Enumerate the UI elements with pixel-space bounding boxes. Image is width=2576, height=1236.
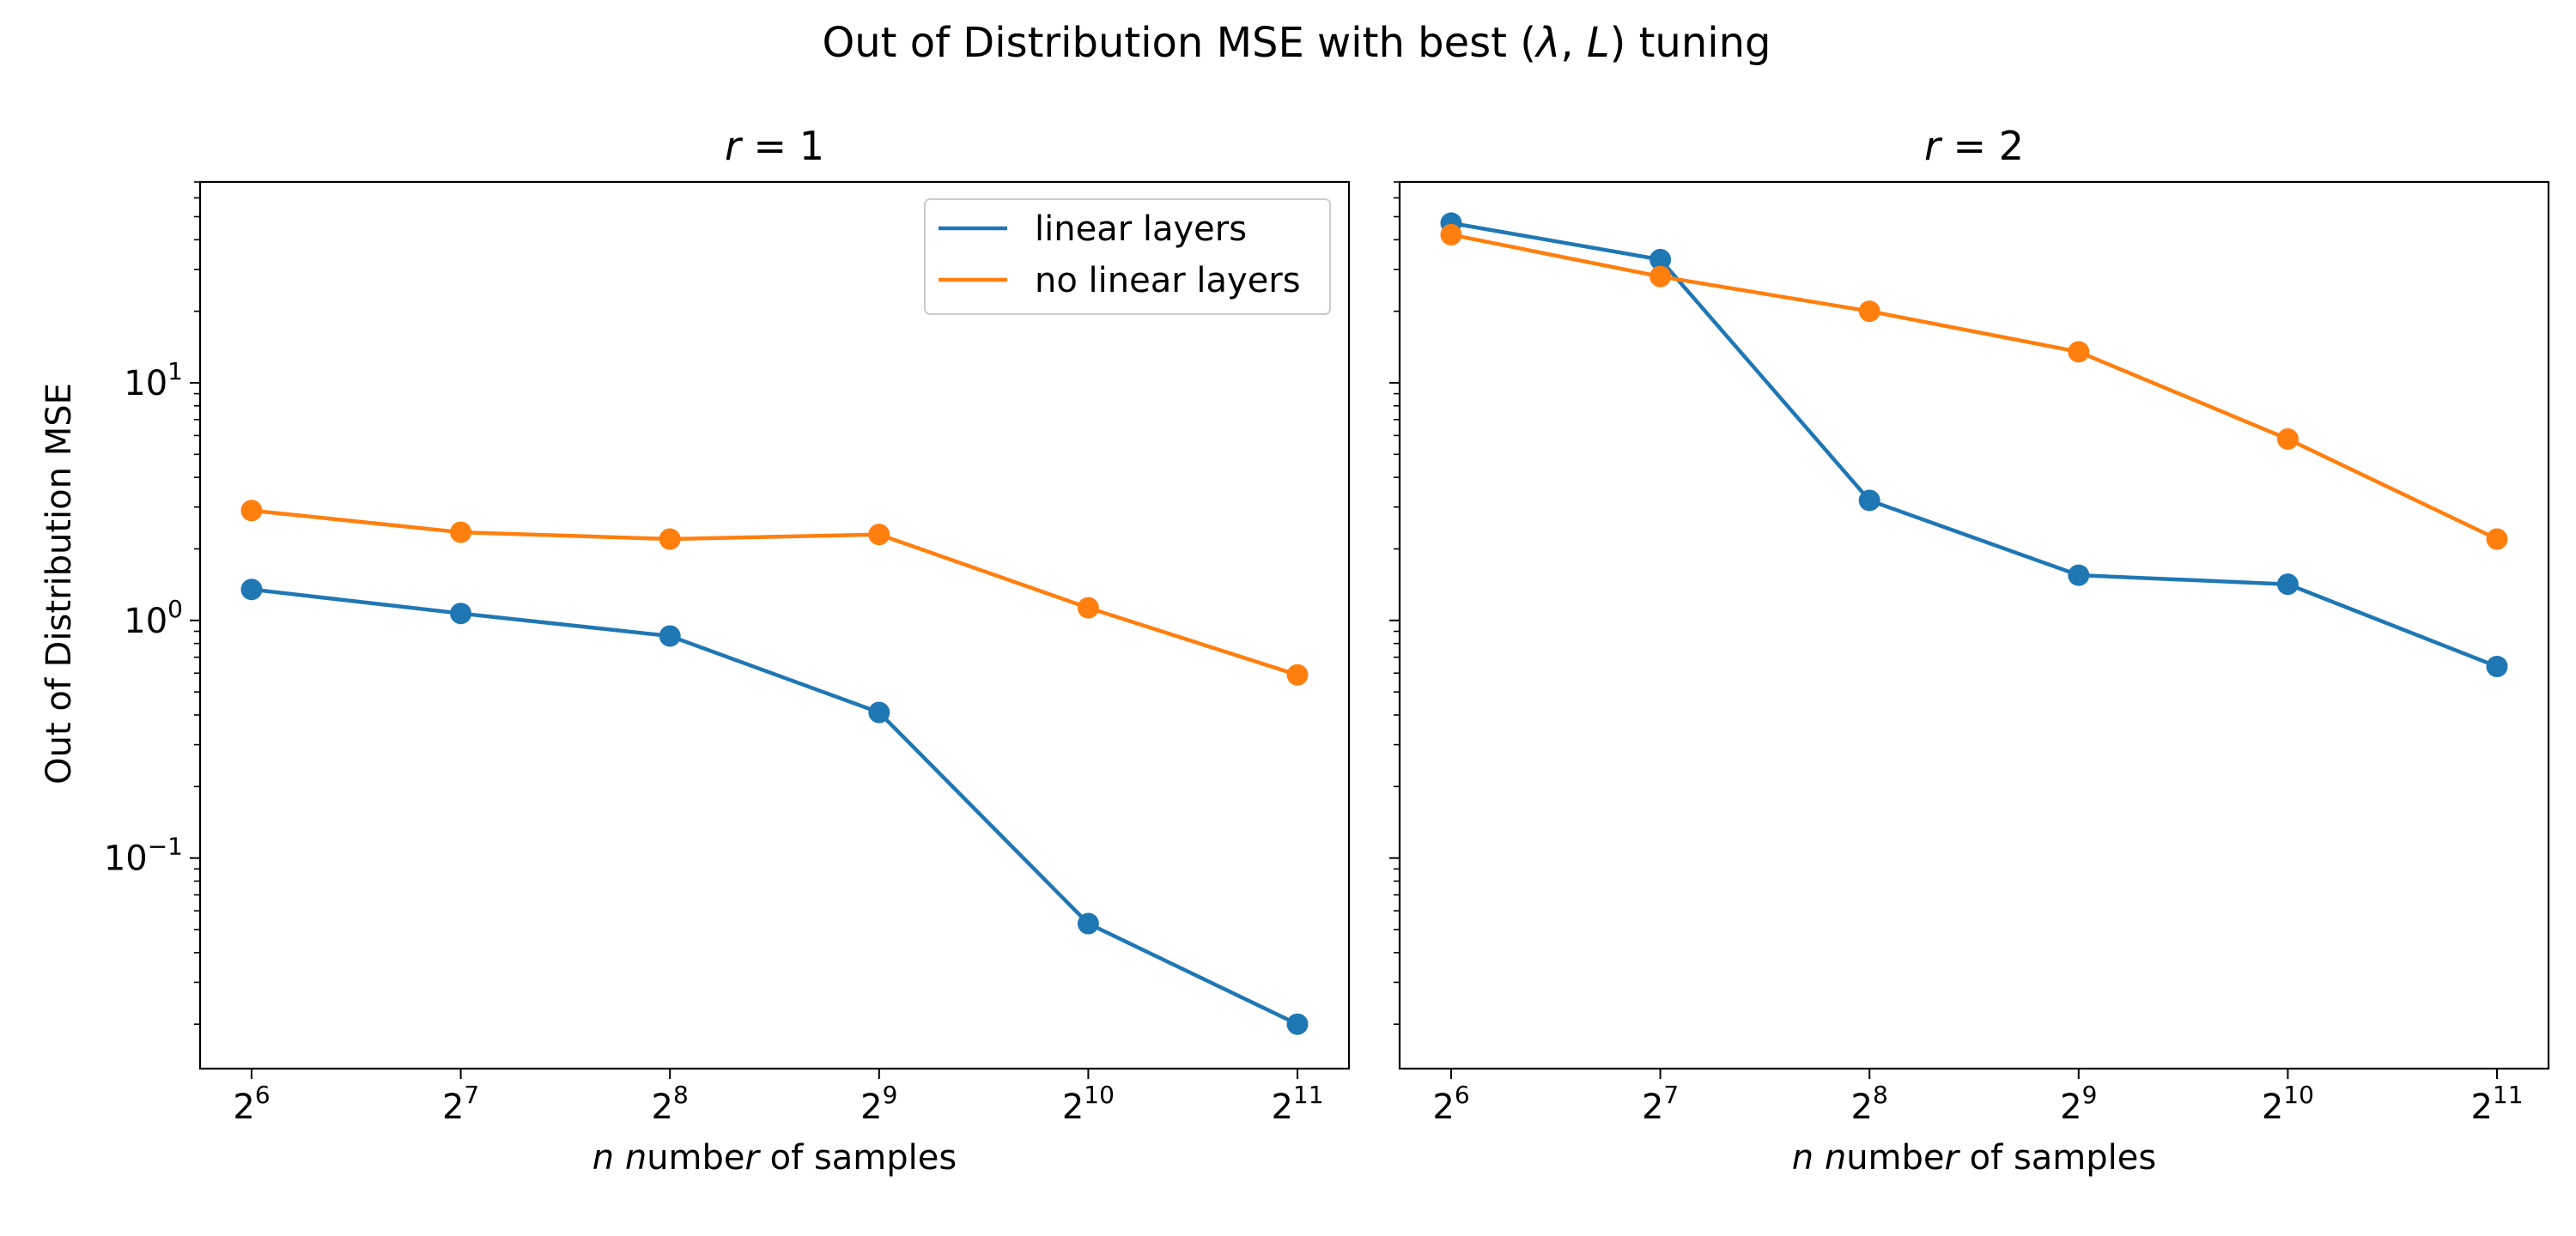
data-point: [2276, 427, 2299, 450]
x-axis-label: n number of samples: [1792, 1138, 2156, 1178]
plot-frame: [198, 180, 1351, 1070]
data-point: [1649, 248, 1672, 270]
x-tick-label: 210: [1062, 1081, 1115, 1127]
legend-label: linear layers: [1035, 209, 1247, 249]
data-point: [1077, 597, 1099, 619]
x-tick-label: 27: [1642, 1081, 1679, 1127]
series-line: [251, 508, 1298, 677]
data-point: [1649, 265, 1672, 288]
x-tick-label: 26: [233, 1081, 270, 1127]
panel-2: r = 2 26 27 28 29 210 211 n number of samples: [1389, 123, 2550, 1178]
y-tick-label: 100: [124, 595, 183, 641]
data-point: [2068, 564, 2090, 586]
legend: linear layers no linear layers: [924, 198, 1331, 315]
panel-title: r = 1: [725, 123, 824, 169]
data-point: [1858, 300, 1880, 323]
x-tick-label: 29: [860, 1081, 897, 1127]
data-point: [1858, 489, 1880, 512]
data-point: [1440, 223, 1462, 245]
x-tick-label: 28: [1851, 1081, 1888, 1127]
x-tick-label: 211: [2470, 1081, 2523, 1127]
data-point: [2486, 655, 2508, 677]
x-tick-label: 211: [1271, 1081, 1323, 1127]
data-point: [240, 579, 263, 601]
data-point: [450, 521, 472, 543]
panel-1: r = 1 10−1 100 101 26 27 28 29 210 211 n number of…: [104, 123, 1351, 1178]
x-tick-label: 28: [652, 1081, 689, 1127]
data-point: [2068, 341, 2090, 363]
data-point: [868, 701, 890, 724]
data-point: [868, 524, 890, 546]
x-tick-label: 29: [2060, 1081, 2097, 1127]
data-point: [450, 603, 472, 625]
x-tick-label: 26: [1432, 1081, 1469, 1127]
series-line: [1450, 233, 2498, 542]
data-point: [659, 625, 681, 647]
y-axis-label: Out of Distribution MSE: [39, 383, 79, 785]
x-tick-label: 27: [442, 1081, 479, 1127]
data-point: [240, 500, 263, 522]
data-point: [659, 528, 681, 550]
data-point: [2276, 573, 2299, 596]
data-point: [1286, 663, 1309, 686]
chart-title: Out of Distribution MSE with best (λ, L)…: [822, 19, 1771, 67]
plot-frame: [1398, 180, 2550, 1070]
x-axis-label: n number of samples: [592, 1138, 957, 1178]
series-line: [1450, 221, 2498, 669]
x-tick-label: 210: [2262, 1081, 2314, 1127]
series-line: [251, 587, 1298, 1027]
legend-label: no linear layers: [1035, 261, 1301, 300]
panel-title: r = 2: [1924, 123, 2024, 169]
y-tick-label: 10−1: [104, 833, 183, 879]
data-point: [2486, 528, 2508, 550]
y-tick-label: 101: [124, 357, 183, 403]
data-point: [1077, 912, 1099, 935]
data-point: [1286, 1013, 1309, 1035]
legend-box: [924, 198, 1331, 315]
